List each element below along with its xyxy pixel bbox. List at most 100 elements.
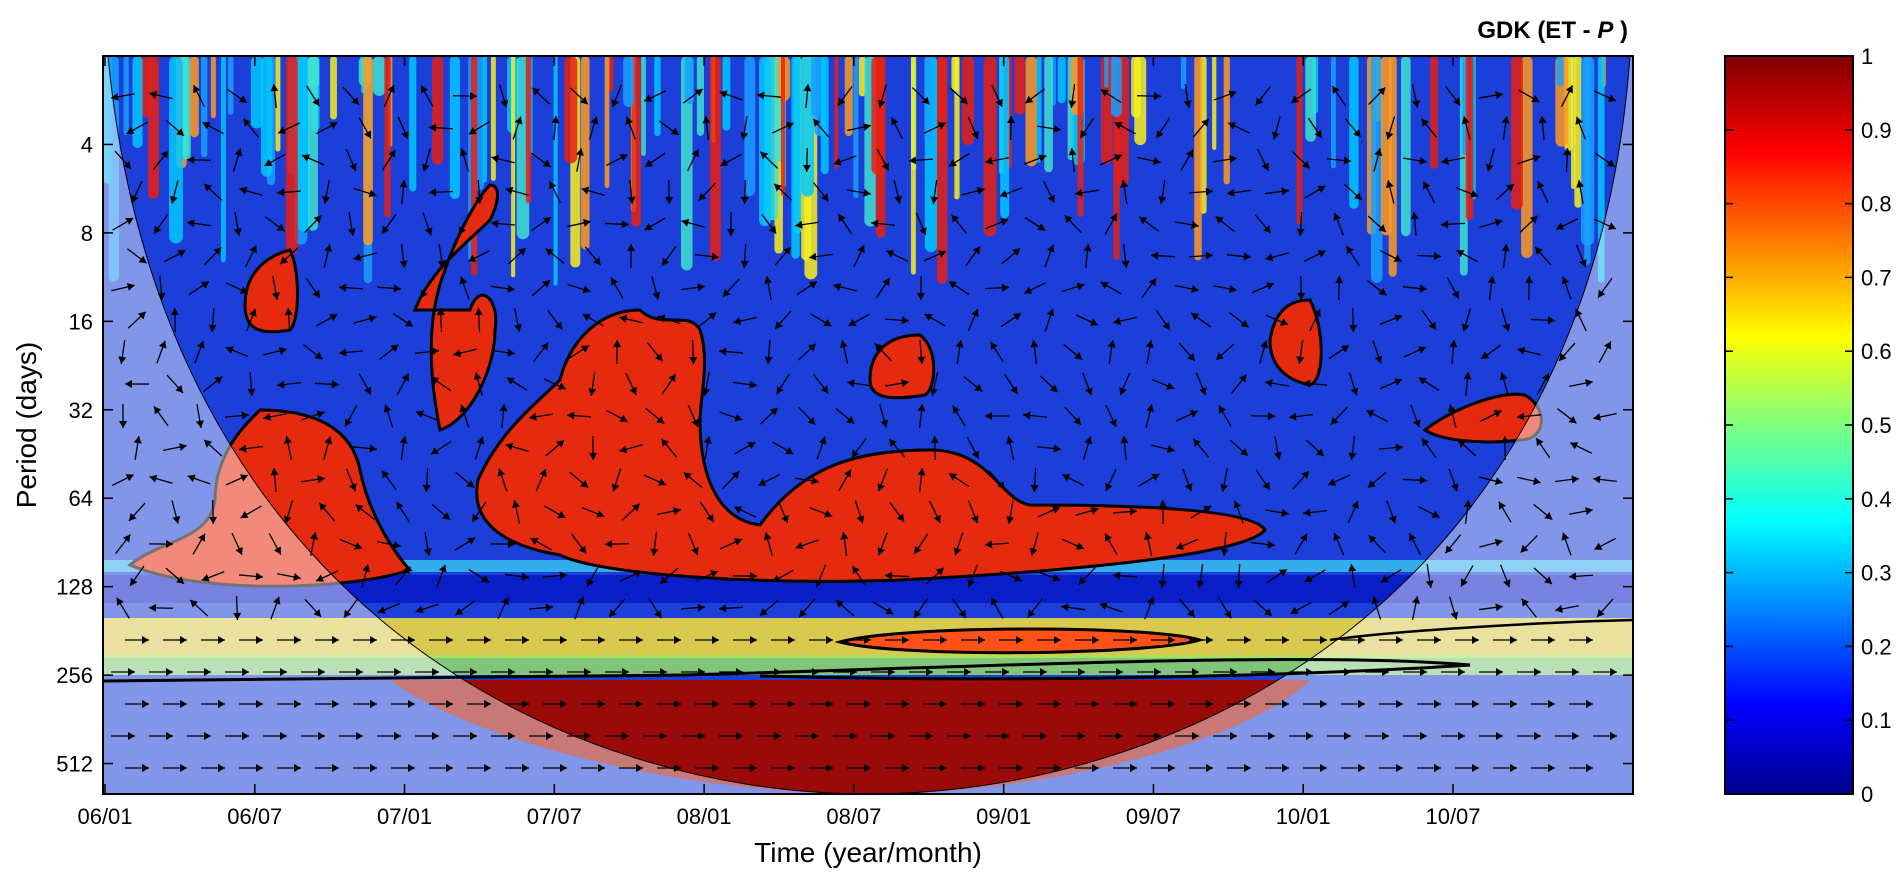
phase-arrow (1029, 532, 1039, 556)
phase-arrow (1516, 412, 1542, 421)
coherence-streak (1521, 56, 1533, 259)
phase-arrow (1189, 764, 1213, 772)
phase-arrow (1151, 636, 1175, 644)
phase-arrow (1138, 216, 1160, 232)
phase-arrow (452, 92, 478, 101)
phase-arrow (1255, 469, 1271, 491)
phase-arrow (727, 211, 736, 237)
phase-arrow (687, 532, 699, 556)
phase-arrow (1064, 406, 1082, 426)
x-tick-label: 10/01 (1276, 804, 1331, 829)
phase-arrow (681, 668, 705, 676)
phase-arrow (1485, 148, 1495, 172)
phase-arrow (647, 342, 663, 362)
phase-arrow (1220, 531, 1229, 557)
coherence-streak (834, 56, 839, 169)
phase-arrow (771, 764, 795, 772)
phase-arrow (582, 313, 604, 327)
phase-arrow (1296, 340, 1305, 364)
phase-arrow (263, 668, 287, 676)
phase-arrow (187, 474, 211, 485)
phase-arrow (606, 153, 628, 167)
phase-arrow (1112, 507, 1138, 516)
phase-arrow (314, 380, 340, 389)
phase-arrow (1418, 377, 1440, 391)
phase-arrow (544, 505, 566, 519)
phase-arrow (1593, 732, 1617, 740)
phase-arrow (1378, 443, 1404, 452)
phase-arrow (453, 348, 477, 358)
phase-arrow (1151, 444, 1175, 454)
phase-arrow (1075, 764, 1099, 772)
phase-arrow (347, 212, 356, 236)
phase-arrow (1367, 215, 1387, 233)
coherence-streak (604, 56, 610, 189)
phase-arrow (1417, 506, 1441, 518)
phase-arrow (847, 379, 871, 388)
phase-arrow (567, 283, 591, 294)
phase-arrow (813, 374, 829, 394)
phase-arrow (984, 283, 1010, 292)
phase-arrow (1068, 84, 1077, 108)
phase-arrow (1192, 118, 1210, 138)
phase-arrow (1417, 636, 1441, 644)
phase-arrow (303, 344, 323, 360)
phase-arrow (740, 179, 749, 205)
phase-arrow (323, 244, 333, 268)
phase-arrow (798, 406, 816, 426)
phase-arrow (1348, 564, 1357, 588)
phase-arrow (1555, 668, 1579, 676)
phase-arrow (1213, 668, 1237, 676)
phase-arrow (323, 436, 333, 460)
phase-arrow (507, 247, 527, 265)
phase-arrow (512, 116, 523, 140)
coherence-streak (210, 56, 216, 119)
phase-arrow (589, 435, 598, 461)
phase-arrow (431, 503, 451, 521)
phase-arrow (1501, 116, 1510, 140)
phase-arrow (543, 700, 567, 708)
phase-arrow (382, 149, 396, 171)
phase-arrow (1137, 732, 1161, 740)
phase-arrow (112, 217, 134, 231)
phase-arrow (1530, 316, 1556, 325)
phase-arrow (1079, 117, 1095, 139)
phase-arrow (129, 565, 145, 587)
phase-arrow (203, 376, 223, 392)
coherence-streak (875, 56, 886, 238)
phase-arrow (437, 244, 446, 268)
phase-arrow (1495, 183, 1515, 201)
phase-arrow (497, 468, 508, 492)
phase-arrow (733, 700, 757, 708)
phase-arrow (436, 307, 445, 333)
phase-arrow (1271, 116, 1281, 140)
phase-arrow (1081, 372, 1093, 396)
phase-arrow (961, 636, 985, 644)
phase-arrow (625, 372, 637, 396)
phase-arrow (1499, 372, 1509, 396)
phase-arrow (610, 277, 624, 299)
phase-arrow (1349, 307, 1358, 333)
phase-arrow (923, 250, 947, 262)
phase-arrow (909, 732, 933, 740)
colorbar-tick-label: 0.7 (1861, 265, 1892, 290)
phase-arrow (689, 339, 698, 365)
phase-arrow (776, 373, 790, 395)
coherence-streak (654, 56, 661, 137)
phase-arrow (322, 180, 331, 204)
phase-arrow (246, 308, 257, 332)
phase-arrow (396, 501, 410, 523)
phase-arrow (396, 373, 410, 395)
phase-arrow (1557, 408, 1577, 424)
phase-arrow (1343, 183, 1363, 201)
y-tick-label: 8 (81, 221, 93, 246)
coherence-streak (1584, 56, 1591, 265)
phase-arrow (1531, 700, 1555, 708)
phase-arrow (1003, 373, 1019, 395)
phase-arrow (871, 219, 895, 228)
phase-arrow (851, 438, 867, 458)
phase-arrow (1178, 342, 1196, 362)
phase-arrow (839, 340, 849, 364)
phase-arrow (428, 188, 454, 197)
phase-arrow (913, 533, 929, 555)
